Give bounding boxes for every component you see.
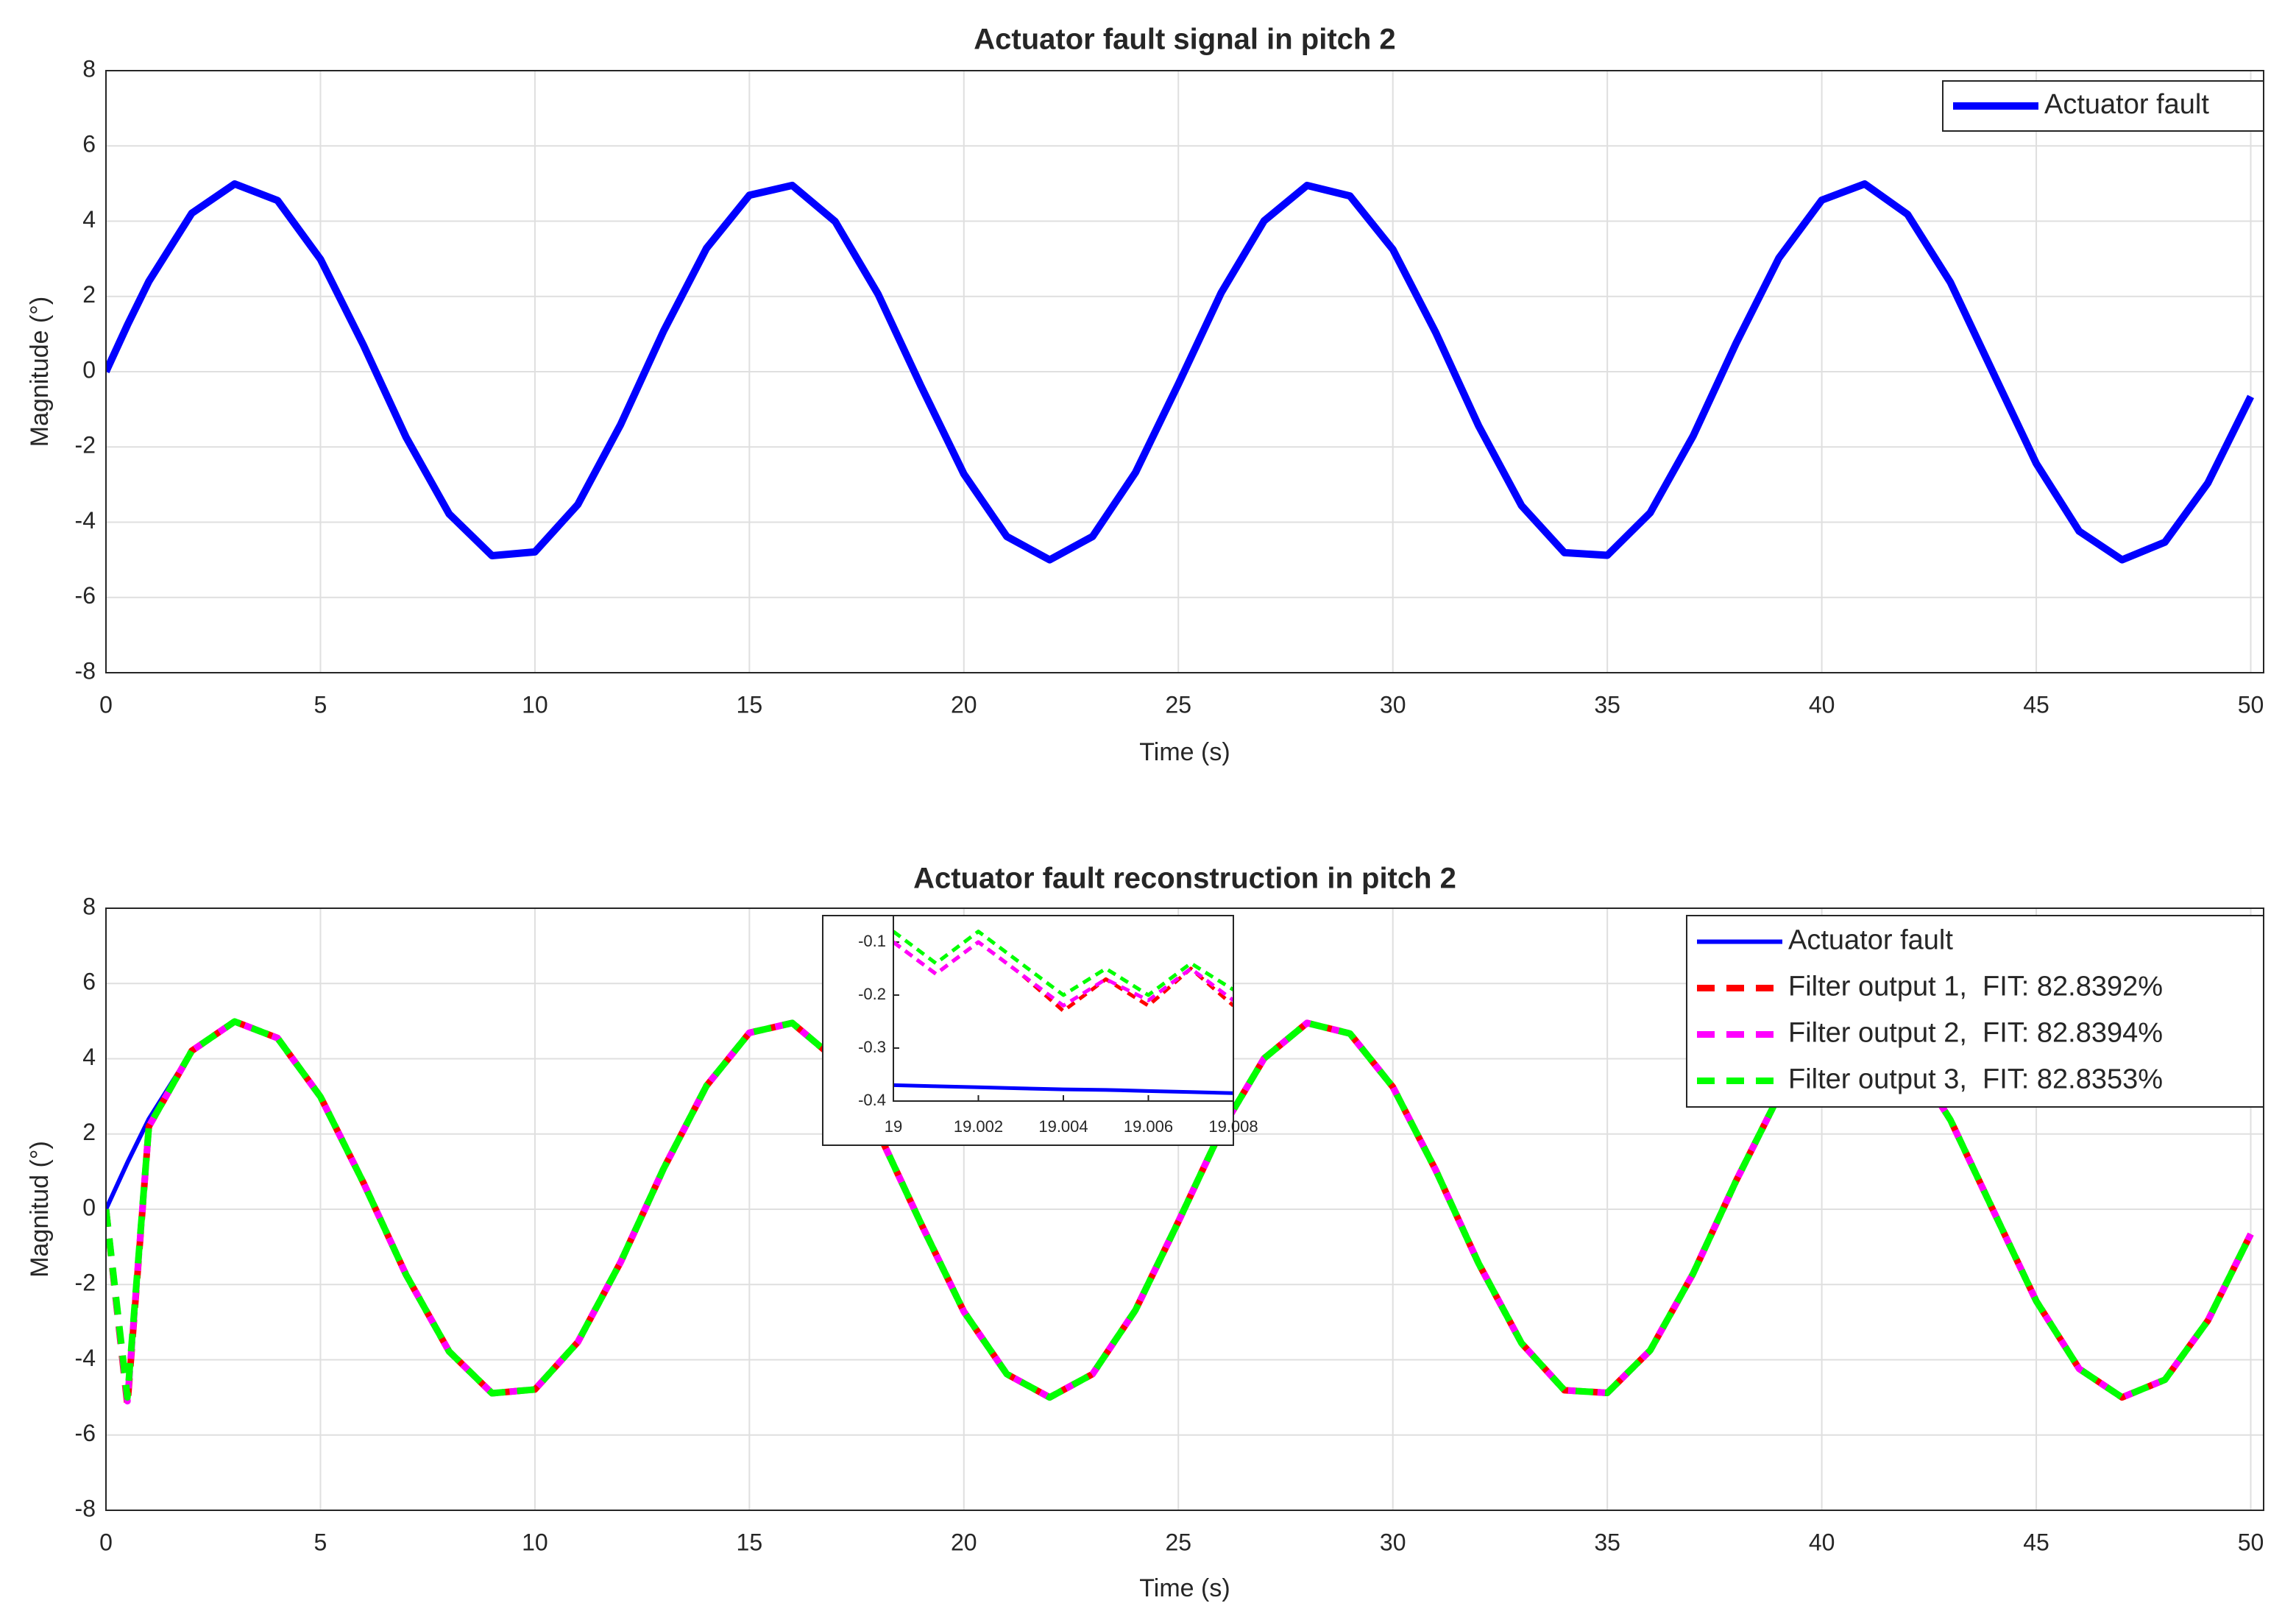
y-tick-label: 8 [82,893,96,919]
y-tick-label: -0.4 [858,1091,886,1109]
y-tick-label: -6 [75,1420,96,1446]
x-tick-label: 10 [522,1529,548,1555]
x-tick-label: 10 [522,691,548,718]
legend-label: Filter output 1, FIT: 82.8392% [1788,972,2163,1002]
y-tick-label: -0.1 [858,932,886,950]
axes-box [893,915,1234,1102]
y-tick-label: -0.2 [858,985,886,1003]
y-tick-label: -8 [75,1495,96,1521]
x-tick-label: 19.002 [954,1117,1003,1136]
chart-title: Actuator fault reconstruction in pitch 2 [913,863,1456,895]
x-tick-label: 0 [99,691,113,718]
legend-label: Actuator fault [2044,89,2209,120]
plot-area [893,916,1233,1101]
x-tick-label: 5 [314,691,327,718]
y-tick-label: 2 [82,1119,96,1145]
series-line [893,1083,1233,1095]
y-tick-label: 6 [82,131,96,158]
x-tick-label: 15 [737,1529,763,1555]
y-axis-label: Magnitud (°) [26,1141,54,1278]
y-tick-label: -6 [75,582,96,609]
x-tick-label: 35 [1594,691,1620,718]
x-tick-label: 30 [1380,1529,1406,1555]
legend-label: Filter output 3, FIT: 82.8353% [1788,1064,2163,1095]
x-tick-label: 40 [1809,1529,1835,1555]
x-tick-label: 50 [2238,691,2264,718]
x-tick-label: 19 [885,1117,902,1136]
y-tick-label: -2 [75,432,96,459]
y-axis-label: Magnitude (°) [26,297,54,447]
series-line [893,940,1233,1008]
y-tick-label: 0 [82,1194,96,1220]
y-tick-label: 4 [82,206,96,233]
y-tick-label: -4 [75,507,96,534]
series-line [106,1018,2254,1401]
x-tick-label: 20 [951,691,977,718]
x-tick-label: 50 [2238,1529,2264,1555]
x-tick-label: 19.008 [1208,1117,1258,1136]
y-tick-label: -4 [75,1345,96,1371]
legend-box [1686,915,2264,1108]
x-tick-label: 40 [1809,691,1835,718]
x-tick-label: 45 [2023,1529,2049,1555]
series-line [106,180,2254,564]
x-axis-label: Time (s) [1139,738,1230,766]
y-tick-label: 2 [82,281,96,308]
y-tick-label: 8 [82,55,96,82]
x-tick-label: 5 [314,1529,327,1555]
axes-box [105,70,2264,673]
axes-box [105,907,2264,1511]
y-tick-label: 0 [82,356,96,383]
y-tick-label: -2 [75,1270,96,1296]
y-tick-label: -8 [75,657,96,684]
x-axis-label: Time (s) [1139,1574,1230,1602]
y-tick-label: 6 [82,969,96,995]
x-tick-label: 45 [2023,691,2049,718]
legend-label: Filter output 2, FIT: 82.8394% [1788,1018,2163,1049]
x-tick-label: 19.004 [1038,1117,1088,1136]
x-tick-label: 25 [1165,1529,1191,1555]
x-tick-label: 35 [1594,1529,1620,1555]
legend-label: Actuator fault [1788,925,1953,956]
x-tick-label: 20 [951,1529,977,1555]
x-tick-label: 0 [99,1529,113,1555]
y-tick-label: -0.3 [858,1038,886,1056]
x-tick-label: 30 [1380,691,1406,718]
chart-title: Actuator fault signal in pitch 2 [974,24,1395,56]
series-line [893,930,1233,997]
x-tick-label: 25 [1165,691,1191,718]
x-tick-label: 15 [737,691,763,718]
y-tick-label: 4 [82,1044,96,1070]
x-tick-label: 19.006 [1124,1117,1173,1136]
